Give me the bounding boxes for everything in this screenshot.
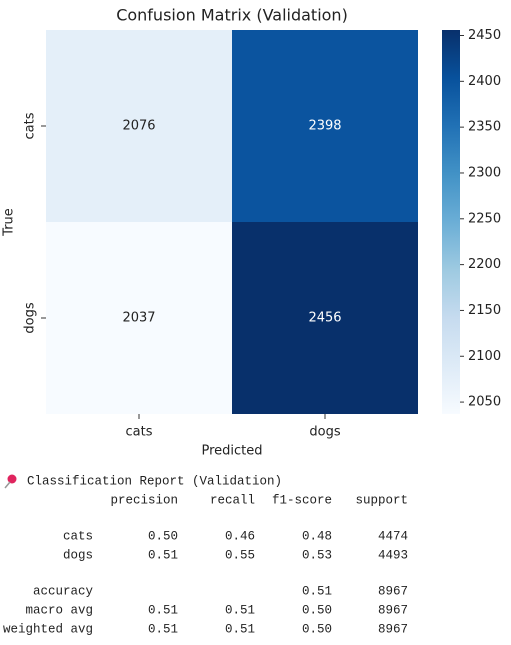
report-title: Classification Report (Validation) [27, 474, 282, 488]
report-column-header: recall [210, 493, 255, 507]
report-cell: 0.55 [225, 548, 255, 562]
pin-icon [4, 474, 17, 489]
report-cell: 0.50 [302, 603, 332, 617]
report-row-label: weighted avg [3, 622, 93, 636]
colorbar-tick-label: 2050 [468, 395, 501, 410]
colorbar-tick-label: 2300 [468, 165, 501, 180]
colorbar-tick-label: 2150 [468, 303, 501, 318]
report-cell: 0.53 [302, 548, 332, 562]
y-tick-label: cats [23, 112, 38, 139]
cell-label: 2456 [308, 311, 341, 326]
heatmap-cell [46, 30, 232, 222]
cell-label: 2076 [122, 119, 155, 134]
colorbar-tick-label: 2200 [468, 257, 501, 272]
x-tick-label: cats [126, 425, 153, 440]
heatmap-cell [232, 222, 418, 414]
report-cell: 0.50 [148, 529, 178, 543]
heatmap-cell [46, 222, 232, 414]
chart-title: Confusion Matrix (Validation) [116, 6, 348, 25]
colorbar-tick-label: 2350 [468, 120, 501, 135]
report-cell: 0.48 [302, 529, 332, 543]
colorbar [442, 30, 460, 414]
report-row-label: macro avg [25, 603, 93, 617]
report-cell: 4474 [378, 529, 408, 543]
report-cell: 0.51 [302, 584, 332, 598]
colorbar-tick-label: 2100 [468, 349, 501, 364]
report-cell: 0.51 [148, 603, 178, 617]
report-cell: 8967 [378, 584, 408, 598]
report-cell: 0.46 [225, 529, 255, 543]
cell-label: 2398 [308, 119, 341, 134]
report-row-label: cats [63, 529, 93, 543]
y-axis-label: True [2, 208, 17, 237]
report-cell: 0.51 [148, 622, 178, 636]
colorbar-tick-label: 2450 [468, 28, 501, 43]
cell-label: 2037 [122, 311, 155, 326]
report-cell: 0.51 [225, 603, 255, 617]
report-column-header: support [355, 493, 408, 507]
report-cell: 8967 [378, 603, 408, 617]
colorbar-tick-label: 2250 [468, 211, 501, 226]
report-cell: 0.51 [225, 622, 255, 636]
report-cell: 4493 [378, 548, 408, 562]
heatmap-cell [232, 30, 418, 222]
report-column-header: f1-score [272, 493, 332, 507]
report-row-label: accuracy [33, 584, 94, 598]
report-cell: 8967 [378, 622, 408, 636]
report-column-header: precision [110, 493, 178, 507]
report-cell: 0.50 [302, 622, 332, 636]
y-tick-label: dogs [23, 302, 38, 333]
colorbar-tick-label: 2400 [468, 74, 501, 89]
report-cell: 0.51 [148, 548, 178, 562]
x-axis-label: Predicted [201, 444, 262, 459]
x-tick-label: dogs [309, 425, 340, 440]
report-row-label: dogs [63, 548, 93, 562]
